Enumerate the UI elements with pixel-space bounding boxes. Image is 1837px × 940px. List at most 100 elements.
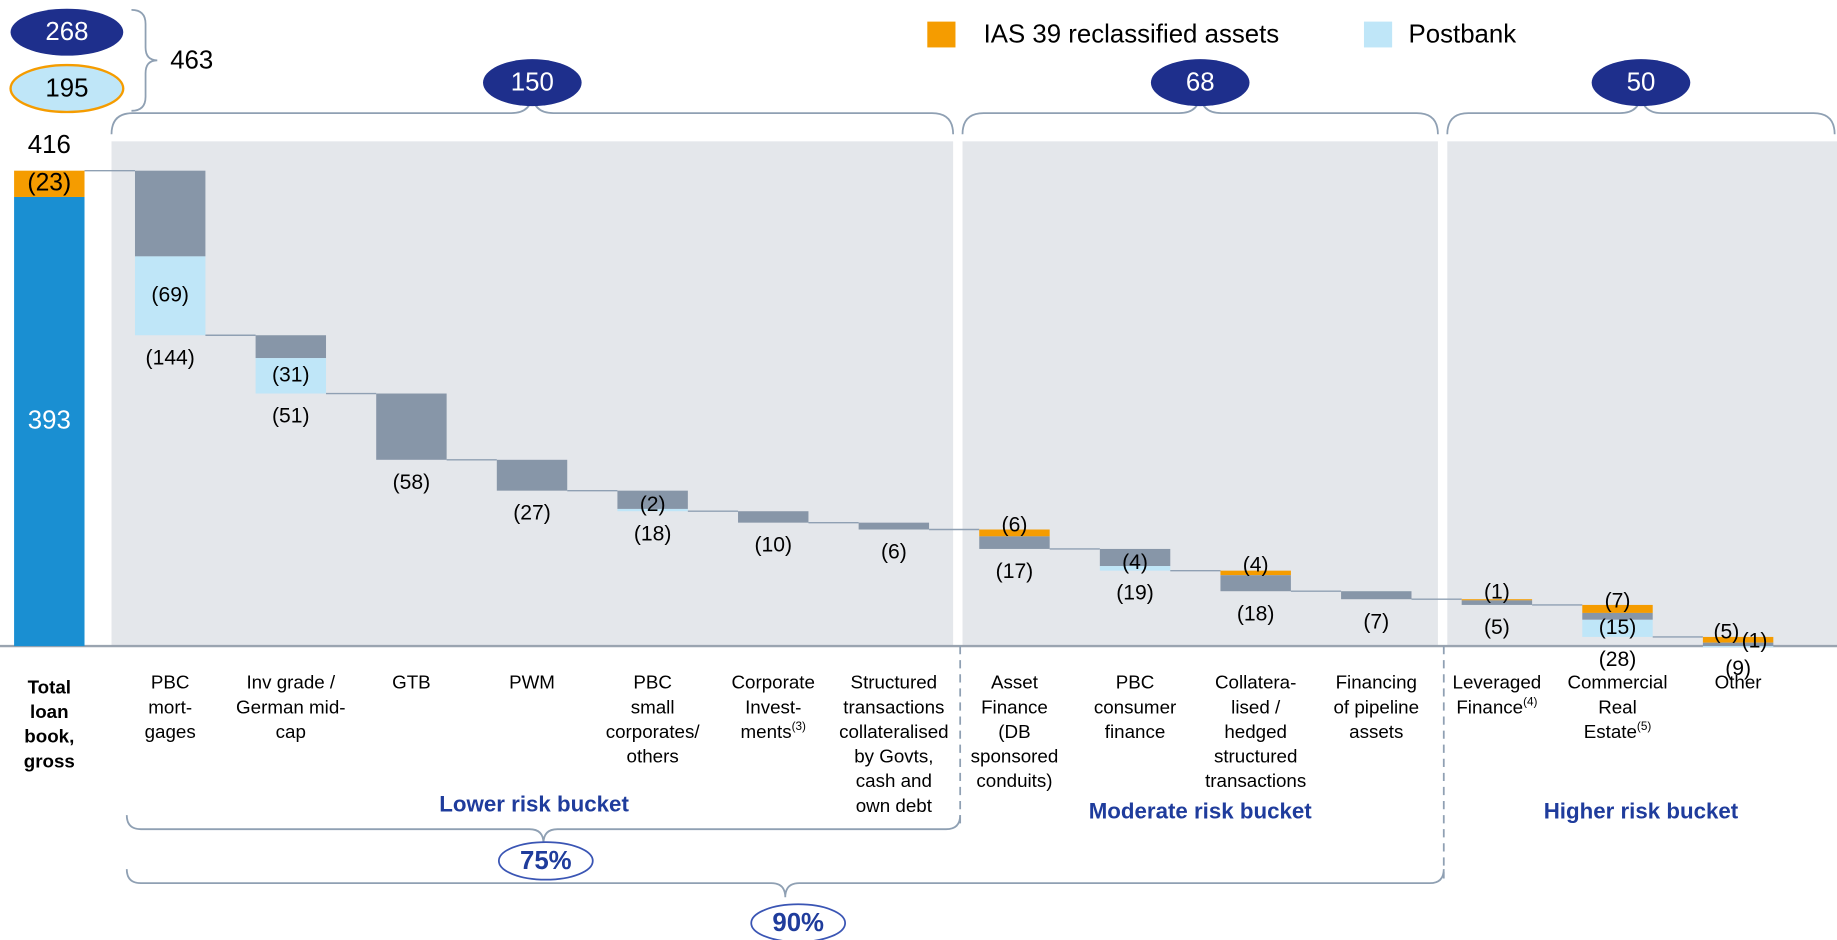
postbank-bar [255,358,327,394]
bucket-background [962,141,1438,647]
bar [1461,600,1533,605]
postbank-label: (2) [640,493,666,516]
bucket-amount: 150 [511,69,554,97]
category-label: PBC mort-gages [145,672,196,742]
value-label: (27) [513,502,551,525]
bar [1220,575,1291,592]
category-label: Financing of pipeline assets [1334,672,1420,742]
postbank-bar [1099,566,1171,571]
postbank-label: (4) [1122,551,1148,574]
category-label: Collatera-lised / hedged structured transac… [1205,672,1306,792]
value-label: (51) [272,405,310,428]
postbank-label: (1) [1742,630,1768,653]
value-label: (18) [1237,602,1275,625]
postbank-label: (31) [272,363,310,386]
legend-label: IAS 39 reclassified assets [984,21,1280,49]
value-label: (9) [1725,657,1751,680]
summary-total: 463 [170,46,213,74]
value-label: (10) [754,534,792,557]
value-label: (17) [996,560,1034,583]
bar [617,490,688,509]
category-label: Other [1715,672,1762,693]
bucket-amount: 50 [1627,69,1656,97]
ias-label: (6) [1002,513,1028,536]
total-ias-bar [14,170,85,197]
bar [1099,548,1171,567]
share-oval [750,903,847,940]
bar [738,511,809,523]
postbank-bar [617,508,688,512]
bucket-oval [1150,59,1250,107]
postbank-label: (15) [1599,616,1637,639]
bucket-name: Lower risk bucket [439,792,629,817]
ias-bar [1702,636,1774,643]
bucket-background [111,141,954,647]
bar [858,522,930,530]
bar [1702,642,1774,647]
bar [1341,591,1412,600]
total-ias-label: (23) [27,169,71,196]
share-label: 90% [772,909,824,937]
postbank-bar [1582,619,1653,637]
category-label: Commercial Real Estate(5) [1567,672,1667,742]
summary-value: 268 [45,18,88,46]
bar [1582,612,1653,620]
value-label: (7) [1363,610,1389,633]
brace [131,8,158,112]
category-label: PWM [509,672,555,693]
bar [496,459,568,491]
postbank-label: (69) [151,283,189,306]
value-label: (144) [146,346,195,369]
bar [979,536,1050,549]
category-label: Leveraged Finance(4) [1453,672,1542,718]
value-label: (19) [1116,582,1154,605]
summary-oval [9,63,125,114]
share-oval [497,841,594,881]
category-label: Structured transactions collateralised by G… [839,672,949,816]
legend-swatch [1363,21,1393,48]
legend-swatch [927,21,956,48]
bucket-background [1447,141,1837,647]
total-value: 393 [28,406,71,434]
summary-value: 195 [45,75,88,103]
share-brace [125,815,962,844]
category-label: GTB [392,672,431,693]
ias-bar [1582,604,1653,613]
ias-bar [1461,599,1533,601]
summary-oval [10,8,124,56]
value-label: (28) [1599,648,1637,671]
category-label: Asset Finance (DB sponsored conduits) [971,672,1059,792]
category-label: PBC small corporates/others [606,672,701,767]
share-brace [125,869,1445,898]
ias-bar [1220,570,1291,576]
bar [255,335,327,359]
postbank-bar [134,256,206,336]
ias-label: (1) [1484,580,1510,603]
bar [376,393,447,460]
share-label: 75% [520,847,572,875]
bucket-name: Moderate risk bucket [1089,799,1313,824]
bucket-oval [1591,59,1691,107]
ias-label: (7) [1605,589,1631,612]
postbank-bar [1702,646,1774,648]
ias-bar [979,529,1050,537]
category-label: Inv grade / German mid-cap [236,672,346,742]
value-label: (18) [634,522,672,545]
total-category: Total loan book, gross [24,676,75,771]
value-label: (58) [393,471,431,494]
ias-label: (4) [1243,553,1269,576]
category-label: Corporate Invest-ments(3) [732,672,815,742]
bucket-oval [483,59,582,107]
bar [134,170,206,257]
bucket-name: Higher risk bucket [1544,799,1739,824]
bucket-amount: 68 [1186,69,1215,97]
total-bar [14,196,85,647]
legend-label: Postbank [1409,21,1517,49]
value-label: (5) [1484,616,1510,639]
category-label: PBC consumer finance [1094,672,1176,742]
value-label: (6) [881,541,907,564]
ias-label: (5) [1713,620,1739,643]
total-label: 416 [28,131,71,159]
